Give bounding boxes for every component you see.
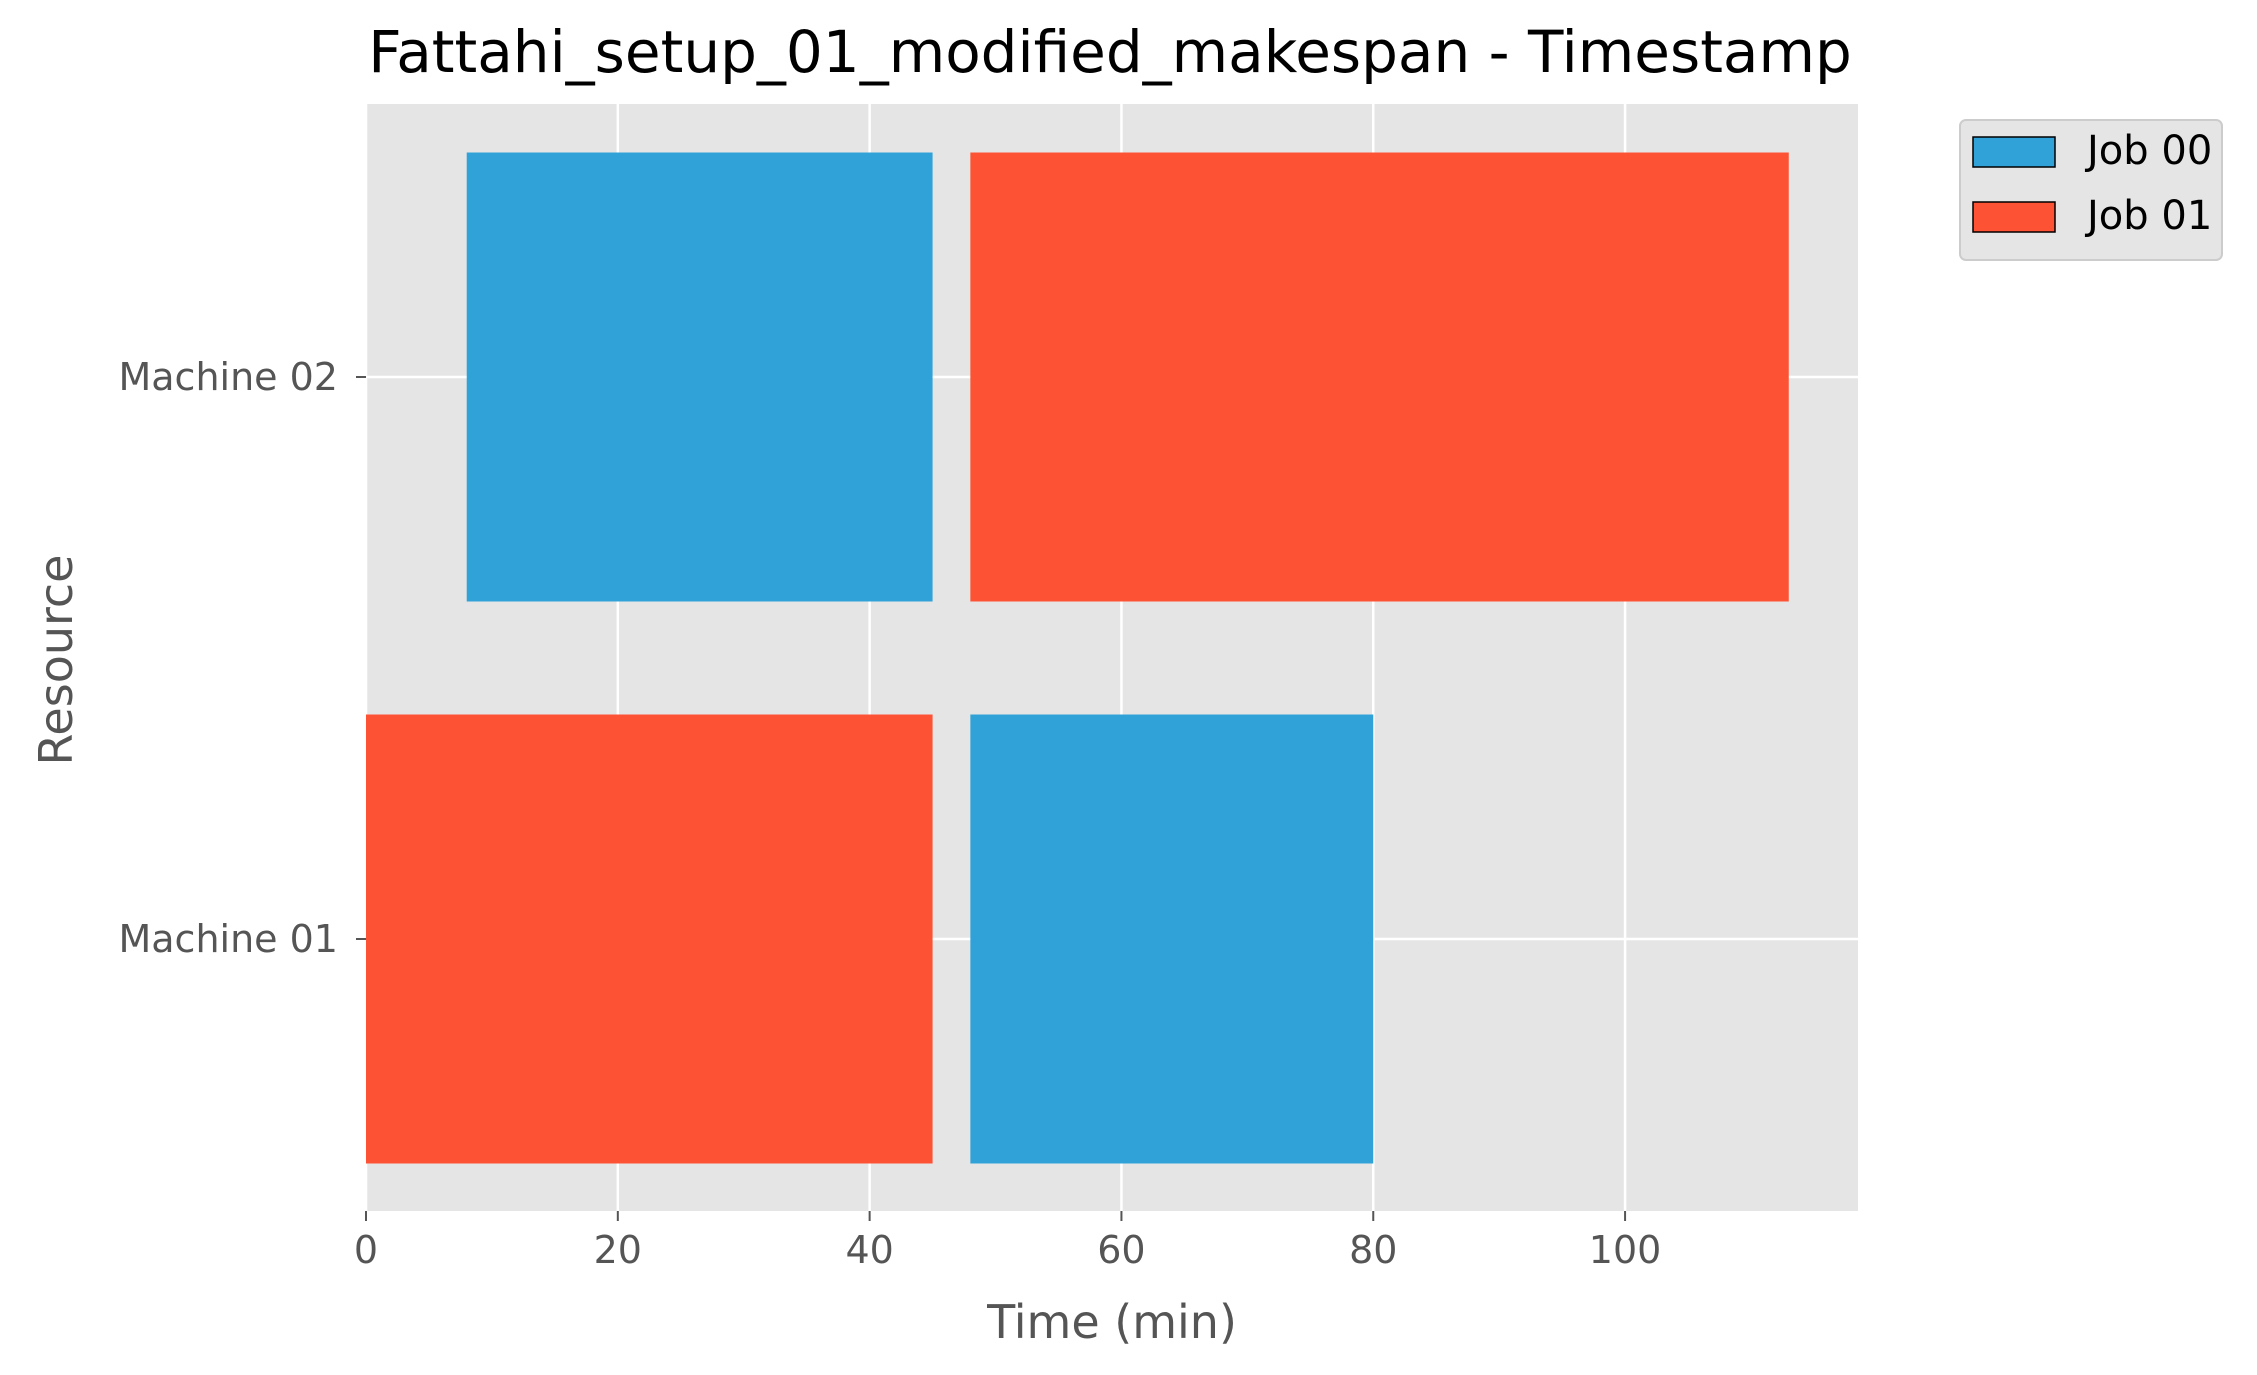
legend-swatch xyxy=(1972,201,2056,233)
y-axis-ticks: Machine 01 Machine 02 xyxy=(118,355,366,961)
gantt-bar-job-01-machine-02 xyxy=(970,152,1789,602)
x-tick-label: 40 xyxy=(845,1228,893,1272)
gantt-bar-job-01-machine-01 xyxy=(366,714,933,1164)
x-axis-label: Time (min) xyxy=(986,1295,1237,1349)
gantt-bar-job-00-machine-01 xyxy=(970,714,1374,1164)
y-axis-label: Resource xyxy=(29,555,83,766)
gantt-bar-job-00-machine-02 xyxy=(466,152,933,602)
legend-swatch xyxy=(1972,136,2056,168)
y-tick-label: Machine 01 xyxy=(118,917,338,961)
x-tick-label: 0 xyxy=(354,1228,378,1272)
legend-label: Job 00 xyxy=(2084,128,2212,174)
x-tick-label: 80 xyxy=(1349,1228,1397,1272)
legend-label: Job 01 xyxy=(2084,193,2212,239)
x-tick-label: 20 xyxy=(594,1228,642,1272)
legend: Job 00 Job 01 xyxy=(1959,119,2223,261)
x-tick-label: 60 xyxy=(1097,1228,1145,1272)
y-tick-label: Machine 02 xyxy=(118,355,338,399)
chart-title: Fattahi_setup_01_modified_makespan - Tim… xyxy=(368,18,1852,86)
legend-items: Job 00 Job 01 xyxy=(1972,128,2212,239)
gantt-bars xyxy=(366,152,1789,1164)
x-axis-ticks: 0 20 40 60 80 100 xyxy=(354,1211,1661,1272)
x-tick-label: 100 xyxy=(1589,1228,1662,1272)
